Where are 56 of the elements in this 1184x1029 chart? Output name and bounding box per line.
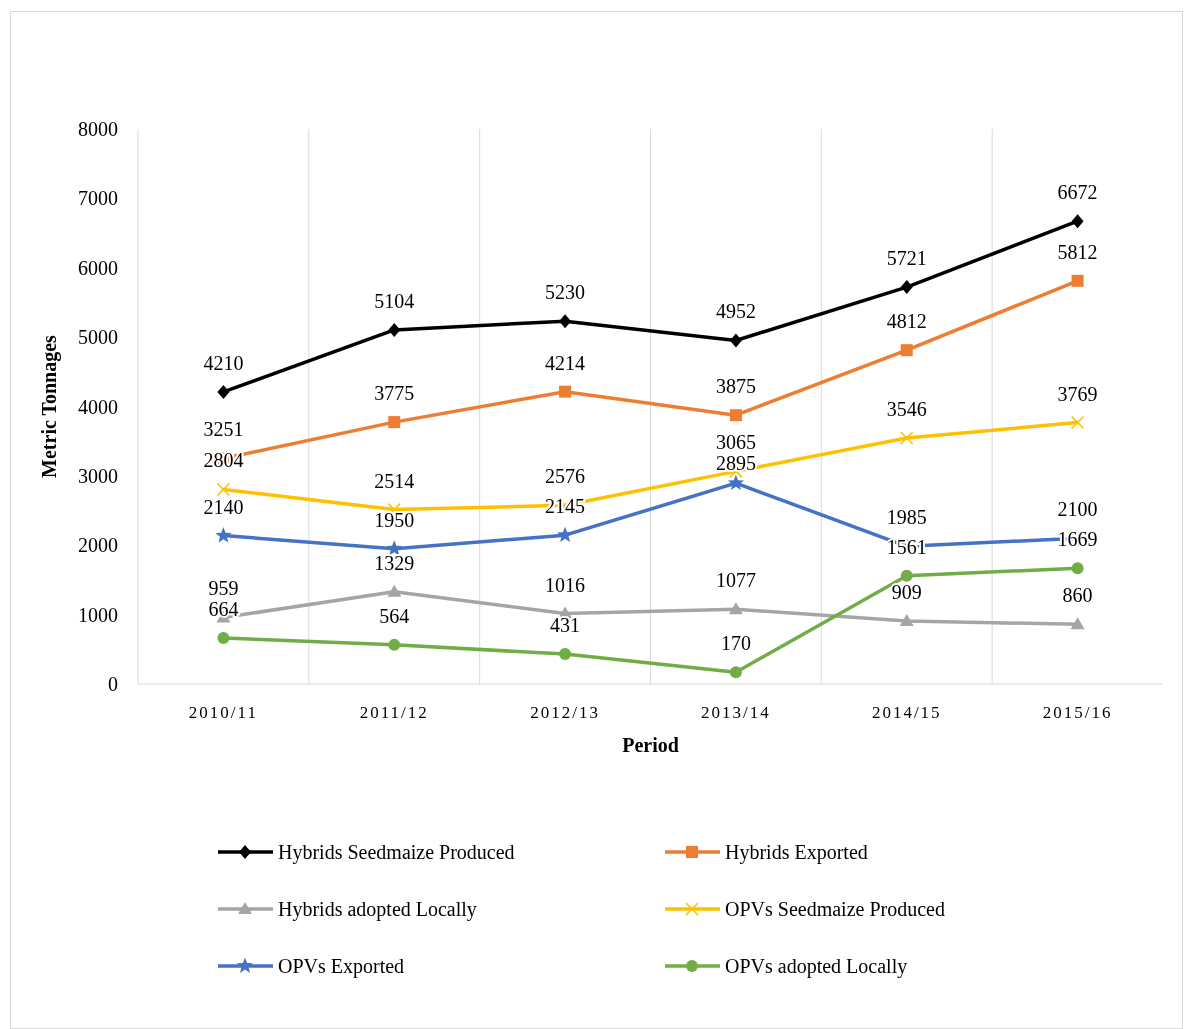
y-tick-label: 4000 <box>78 395 118 418</box>
data-label: 6672 <box>1057 181 1098 204</box>
data-label: 2576 <box>545 465 586 488</box>
x-tick-label: 2010/11 <box>188 703 258 722</box>
y-axis-title: Metric Tonnages <box>38 334 61 478</box>
data-label: 3769 <box>1057 382 1098 405</box>
data-label: 170 <box>720 632 751 655</box>
y-tick-label: 8000 <box>78 118 118 140</box>
y-tick-label: 5000 <box>78 326 118 349</box>
data-label: 2895 <box>715 452 756 475</box>
data-label: 3251 <box>203 418 244 441</box>
x-tick-label: 2012/13 <box>530 703 600 722</box>
data-label: 1077 <box>715 569 756 592</box>
data-label: 5104 <box>374 289 415 312</box>
data-label: 959 <box>208 577 239 600</box>
legend-label: OPVs adopted Locally <box>725 955 908 978</box>
y-tick-label: 0 <box>108 673 118 695</box>
data-label: 2140 <box>203 495 244 518</box>
data-label: 564 <box>379 604 410 627</box>
y-tick-label: 2000 <box>78 534 118 557</box>
data-label: 3546 <box>886 398 927 420</box>
x-tick-label: 2013/14 <box>701 703 771 722</box>
y-tick-label: 1000 <box>78 603 118 626</box>
y-tick-label: 6000 <box>78 256 118 279</box>
data-label: 860 <box>1062 584 1093 607</box>
legend-label: OPVs Seedmaize Produced <box>725 898 945 920</box>
legend-label: Hybrids Seedmaize Produced <box>278 841 515 864</box>
legend-label: OPVs Exported <box>278 955 405 978</box>
data-label: 4812 <box>886 310 927 333</box>
data-label: 1016 <box>545 573 586 596</box>
y-tick-label: 7000 <box>78 187 118 210</box>
data-label: 3875 <box>715 375 756 398</box>
data-label: 2514 <box>374 469 415 492</box>
data-label: 3065 <box>715 431 756 454</box>
data-label: 909 <box>891 580 922 603</box>
legend-label: Hybrids Exported <box>725 841 868 864</box>
data-label: 5721 <box>886 247 927 270</box>
legend-label: Hybrids adopted Locally <box>278 898 477 921</box>
data-label: 2804 <box>203 449 244 472</box>
data-label: 431 <box>550 614 581 637</box>
x-tick-label: 2014/15 <box>871 703 942 722</box>
data-label: 1985 <box>886 506 927 529</box>
x-tick-label: 2011/12 <box>359 703 429 722</box>
data-label: 4952 <box>715 300 756 323</box>
y-tick-label: 3000 <box>78 464 118 487</box>
data-label: 4210 <box>203 351 244 374</box>
data-label: 4214 <box>545 351 586 374</box>
data-label: 5230 <box>545 281 586 304</box>
data-label: 3775 <box>374 382 415 405</box>
data-label: 1329 <box>374 551 415 574</box>
data-label: 664 <box>208 598 239 621</box>
data-label: 2100 <box>1057 498 1098 521</box>
x-axis-title: Period <box>622 734 679 756</box>
x-tick-label: 2015/16 <box>1042 703 1113 722</box>
data-label: 5812 <box>1057 240 1098 263</box>
data-label: 1950 <box>374 508 415 531</box>
